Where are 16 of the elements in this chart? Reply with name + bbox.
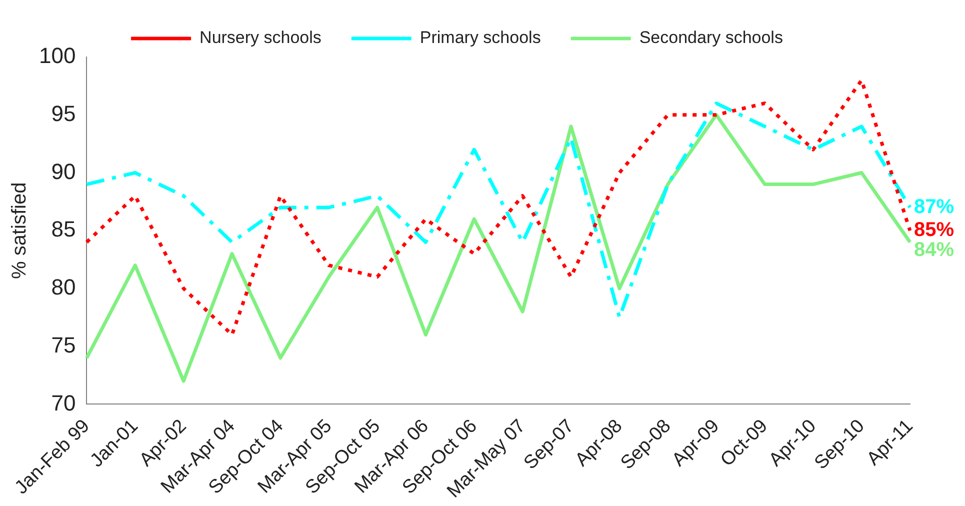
line-series [84,102,912,320]
y-tick-label: 70 [51,390,76,416]
data-label: 85% [914,219,954,242]
y-tick-label: 95 [51,100,76,126]
legend-label: Nursery schools [200,28,322,48]
y-tick-label: 100 [38,43,76,68]
legend-label: Primary schools [420,28,541,48]
y-axis-title: % satisfied [8,182,31,279]
data-label: 84% [914,239,954,262]
y-tick-label: 85 [51,216,76,242]
y-tick-label: 90 [51,158,76,184]
line-series [84,78,912,337]
y-tick-label: 75 [51,332,76,358]
legend-label: Secondary schools [639,28,783,48]
y-tick-label: 80 [51,274,76,300]
data-label: 87% [914,196,954,218]
